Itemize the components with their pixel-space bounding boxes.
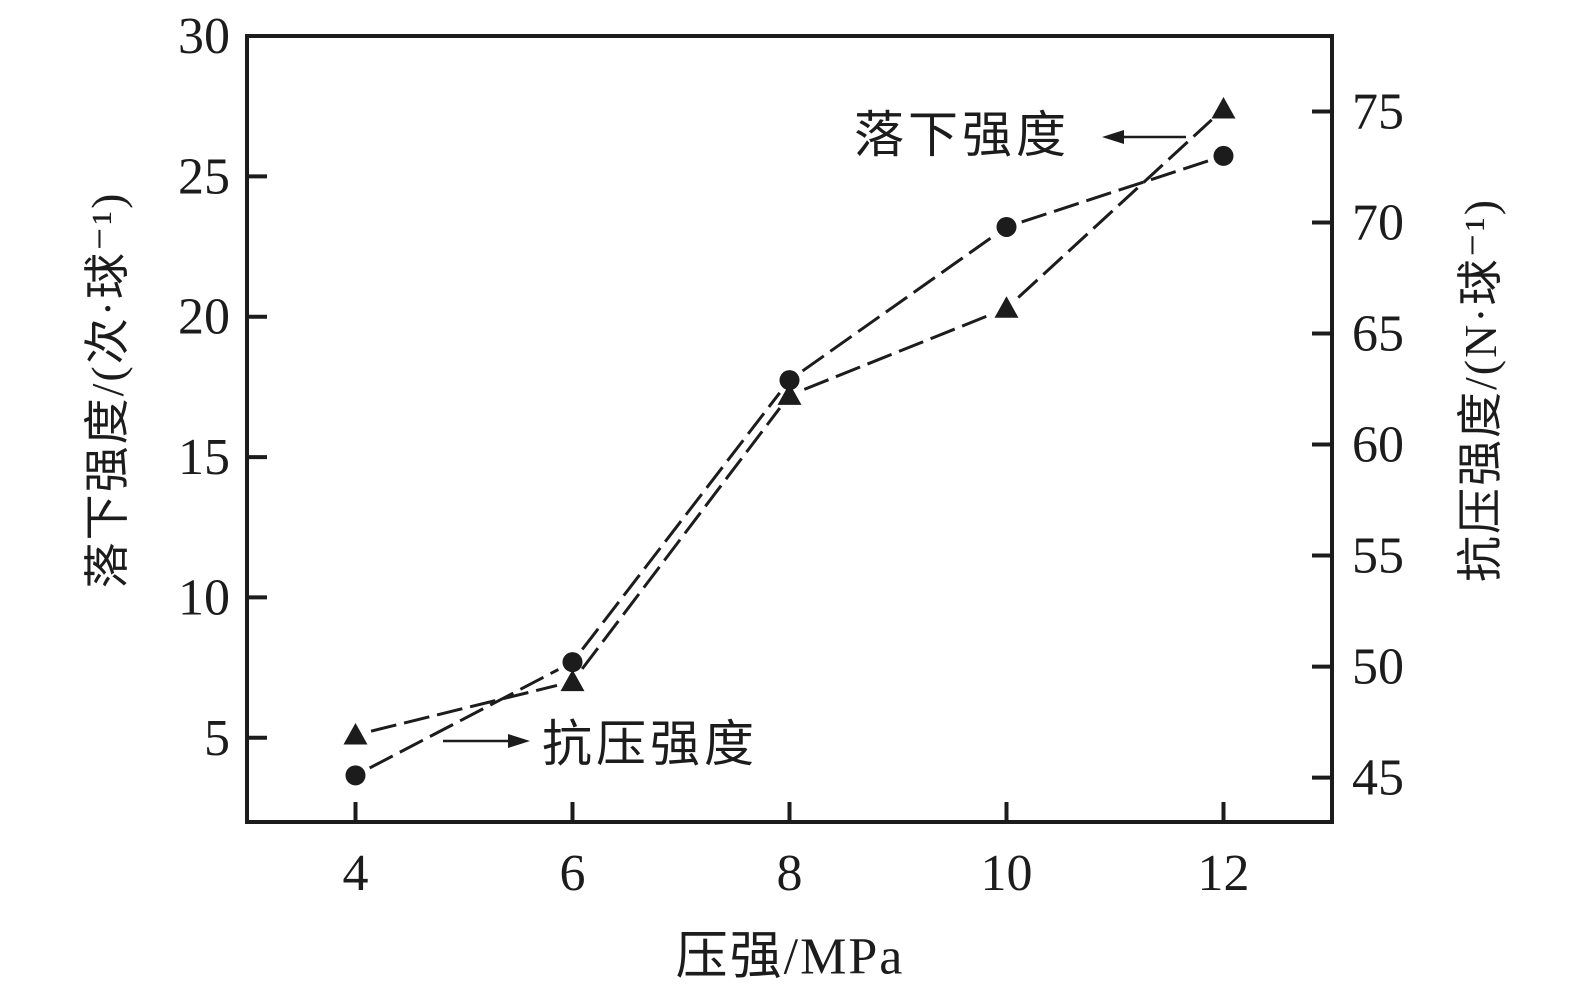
compressive-strength-circle-marker [996,216,1017,237]
right-axis-tick-label: 60 [1352,417,1404,474]
x-axis-tick-label: 8 [777,845,803,902]
drop-strength-line-segment [580,407,782,670]
drop-strength-triangle-marker [994,296,1019,318]
compressive-strength-line-segment [1021,159,1209,224]
left-axis-tick-label: 20 [178,289,230,346]
right-axis-tick-label: 50 [1352,639,1404,696]
annotation-compressive-strength: 抗压强度 [542,716,758,772]
x-axis-tick-label: 12 [1198,845,1250,902]
x-axis-tick-label: 4 [343,845,369,902]
compressive-strength-circle-marker [562,652,583,673]
right-axis-tick-label: 70 [1352,195,1404,252]
drop-strength-line-segment [370,684,558,733]
left-axis-title: 落下强度/(次·球⁻¹) [82,191,133,589]
drop-strength-line-segment [1017,118,1213,299]
compressive-strength-line-segment [581,391,781,651]
compressive-strength-circle-marker [1213,145,1234,166]
left-axis-tick-label: 10 [178,569,230,626]
compressive-strength-circle-marker [779,370,800,391]
drop-strength-triangle-marker [1211,96,1236,119]
x-axis-tick-label: 6 [560,845,586,902]
left-axis-tick-label: 25 [178,148,230,205]
right-axis-tick-label: 75 [1352,83,1404,140]
drop-strength-arrow-head [1102,130,1124,144]
compressive-strength-line-segment [801,234,995,373]
drop-strength-triangle-marker [560,669,585,692]
right-axis-tick-label: 45 [1352,750,1404,807]
right-axis-tick-label: 55 [1352,528,1404,585]
drop-strength-triangle-marker [777,383,802,405]
left-axis-tick-label: 15 [178,429,230,486]
right-axis-title: 抗压强度/(N·球⁻¹) [1455,197,1506,583]
compressive-strength-line-segment [368,668,560,770]
annotation-drop-strength: 落下强度 [854,107,1070,163]
plot-frame [245,34,1334,824]
x-axis-title: 压强/MPa [675,928,905,986]
x-axis-tick-label: 10 [981,845,1033,902]
compressive-strength-circle-marker [345,765,366,786]
drop-strength-triangle-marker [343,722,368,745]
left-axis-tick-label: 5 [204,710,230,767]
compressive-strength-arrow-head [508,734,530,748]
left-axis-tick-label: 30 [178,8,230,65]
drop-strength-line-segment [803,312,993,391]
right-axis-tick-label: 65 [1352,306,1404,363]
